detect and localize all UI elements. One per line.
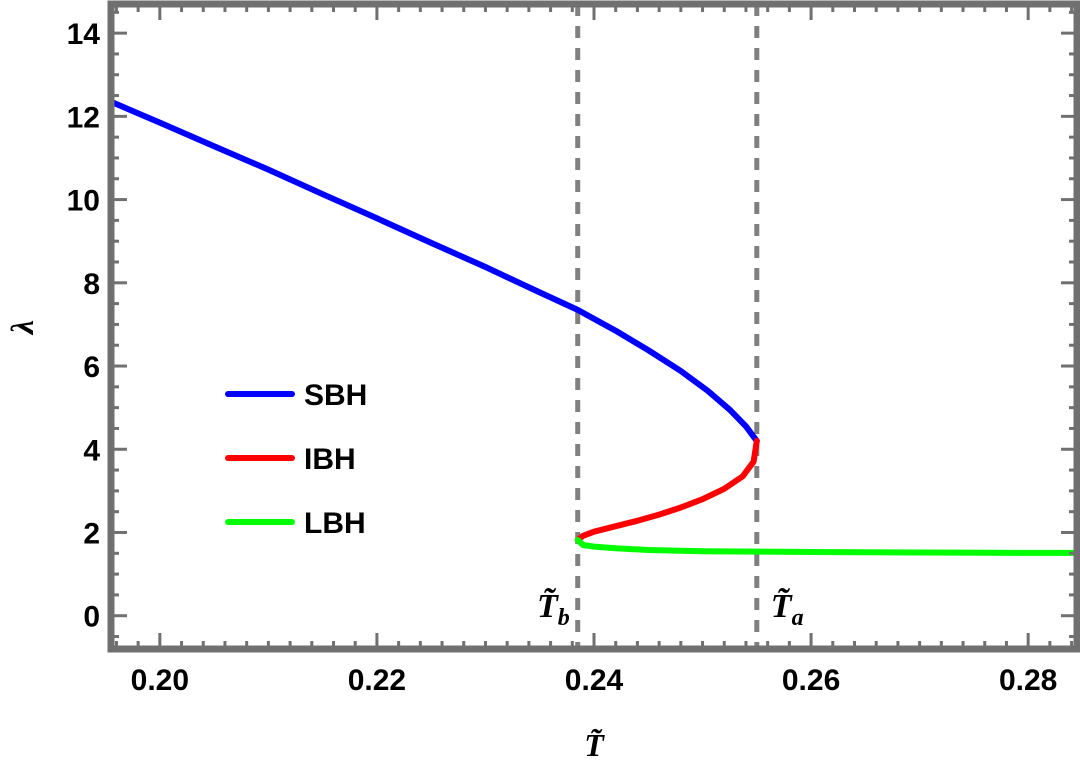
x-tick-label: 0.22 <box>348 664 406 697</box>
y-tick-label: 0 <box>83 601 100 634</box>
y-tick-label: 12 <box>67 101 100 134</box>
y-tick-label: 2 <box>83 517 100 550</box>
y-tick-label: 10 <box>67 185 100 218</box>
vertical-marker-label: T̃b <box>537 588 570 631</box>
x-axis-label: T̃ <box>584 727 605 763</box>
axis-ticks <box>111 4 1077 649</box>
x-tick-label: 0.26 <box>782 664 840 697</box>
y-axis-label: λ <box>4 320 40 336</box>
series-lines <box>108 98 1080 556</box>
legend-label-sbh: SBH <box>304 379 367 412</box>
series-ibh-line <box>574 437 760 543</box>
legend-label-ibh: IBH <box>304 443 356 476</box>
x-tick-label: 0.28 <box>999 664 1057 697</box>
y-tick-label: 6 <box>83 351 100 384</box>
y-tick-label: 14 <box>67 18 101 51</box>
series-lbh-line <box>574 537 1080 556</box>
y-tick-label: 8 <box>83 268 100 301</box>
series-sbh-line <box>108 98 760 444</box>
legend-label-lbh: LBH <box>304 507 366 540</box>
x-tick-label: 0.24 <box>565 664 624 697</box>
legend: SBH IBH LBH <box>225 379 367 540</box>
x-tick-label: 0.20 <box>131 664 189 697</box>
vertical-marker-label: T̃a <box>771 588 804 631</box>
y-tick-label: 4 <box>83 434 100 467</box>
tick-labels: 0.20 0.22 0.24 0.26 0.28 0 2 4 6 8 10 12 14 <box>67 18 1058 697</box>
